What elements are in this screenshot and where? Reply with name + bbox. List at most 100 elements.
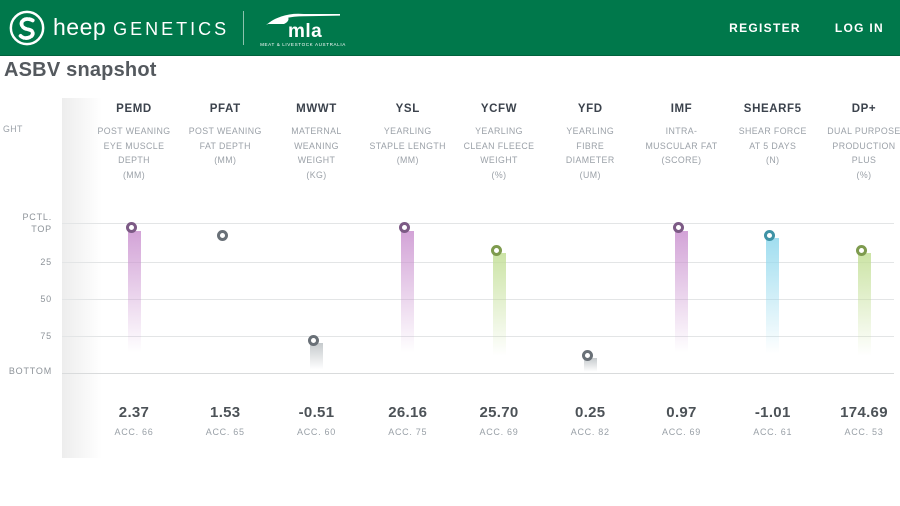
top-header-bar: heep GENETICS mla MEAT & LIVESTOCK AUSTR… xyxy=(0,0,900,56)
percentile-marker[interactable] xyxy=(399,222,411,233)
trait-accuracy: ACC. 61 xyxy=(753,427,793,437)
trait-description-line: CLEAN FLEECE xyxy=(463,140,535,151)
clipped-column-fragment: GHT xyxy=(3,124,23,134)
percentile-bar xyxy=(675,230,688,374)
trait-description: YEARLING STAPLE LENGTH (MM) xyxy=(362,124,454,168)
svg-text:mla: mla xyxy=(288,21,322,41)
trait-value: 0.97 xyxy=(666,404,697,421)
trait-description-line: DEPTH xyxy=(118,155,150,165)
axis-label-bottom: BOTTOM xyxy=(8,366,52,376)
trait-accuracy: ACC. 66 xyxy=(114,427,154,437)
percentile-bar xyxy=(492,253,506,374)
trait-value: 25.70 xyxy=(479,404,519,421)
trait-description-line: POST WEANING xyxy=(188,126,262,136)
trait-value: -0.51 xyxy=(298,404,335,421)
trait-description-line: (UM) xyxy=(579,169,601,180)
trait-description-line: (MM) xyxy=(396,155,419,165)
trait-description-line: YEARLING xyxy=(566,126,615,136)
top-navigation: REGISTER LOG IN xyxy=(729,21,900,35)
header-divider xyxy=(243,10,245,45)
percentile-bar xyxy=(127,230,141,374)
sheep-genetics-s-icon xyxy=(9,10,45,45)
axis-label-50: 50 xyxy=(40,294,52,304)
gridline xyxy=(62,299,894,300)
mla-logo[interactable]: mla MEAT & LIVESTOCK AUSTRALIA xyxy=(260,11,346,47)
trait-description-line: POST WEANING xyxy=(97,126,171,136)
mla-caption: MEAT & LIVESTOCK AUSTRALIA xyxy=(260,41,346,47)
percentile-marker[interactable] xyxy=(125,222,137,233)
trait-description-line: STAPLE LENGTH xyxy=(369,140,446,151)
gridline xyxy=(62,262,894,263)
trait-column: IMF INTRA- MUSCULAR FAT (SCORE) 0.97 ACC. … xyxy=(636,0,728,506)
trait-code: DP+ xyxy=(851,103,877,115)
percentile-marker[interactable] xyxy=(581,349,593,361)
trait-column: MWWT MATERNAL WEANING WEIGHT (KG) -0.51 ACC… xyxy=(271,0,363,506)
trait-description-line: EYE MUSCLE xyxy=(103,140,165,151)
trait-value: -1.01 xyxy=(754,404,791,421)
axis-label-top: PCTL. TOP xyxy=(22,212,52,234)
trait-accuracy: ACC. 60 xyxy=(297,427,336,437)
percentile-marker[interactable] xyxy=(308,334,319,346)
percentile-marker[interactable] xyxy=(490,244,502,256)
trait-value: 2.37 xyxy=(118,404,150,421)
percentile-marker[interactable] xyxy=(673,222,684,233)
trait-description: YEARLING FIBRE DIAMETER (UM) xyxy=(544,124,636,182)
percentile-marker[interactable] xyxy=(216,229,228,241)
trait-description-line: YEARLING xyxy=(383,126,432,136)
trait-description-line: DUAL PURPOSE xyxy=(827,126,900,136)
trait-description-line: (%) xyxy=(491,169,507,180)
trait-code: YFD xyxy=(577,103,603,115)
trait-code: SHEARF5 xyxy=(743,103,802,115)
trait-description: INTRA- MUSCULAR FAT (SCORE) xyxy=(636,124,728,168)
trait-description-line: WEIGHT xyxy=(297,155,336,165)
trait-code: PFAT xyxy=(209,103,241,115)
trait-description-line: (MM) xyxy=(122,169,146,180)
trait-description-line: WEIGHT xyxy=(480,155,518,165)
percentile-bar xyxy=(401,230,415,374)
mla-swoosh-icon: mla xyxy=(265,13,340,41)
trait-column: DP+ DUAL PURPOSE PRODUCTION PLUS (%) 174.69… xyxy=(818,0,900,506)
trait-code: MWWT xyxy=(296,103,337,115)
trait-column: PEMD POST WEANING EYE MUSCLE DEPTH (MM) 2.3… xyxy=(88,0,180,506)
trait-code: YCFW xyxy=(480,103,518,115)
trait-description-line: WEANING xyxy=(294,140,339,151)
axis-label-75: 75 xyxy=(40,331,52,341)
trait-description-line: FIBRE xyxy=(576,140,605,151)
trait-accuracy: ACC. 75 xyxy=(388,427,428,437)
trait-column: SHEARF5 SHEAR FORCE AT 5 DAYS (N) -1.01 AC… xyxy=(727,0,819,506)
trait-accuracy: ACC. 82 xyxy=(570,427,610,437)
trait-accuracy: ACC. 65 xyxy=(205,427,245,437)
trait-description-line: (MM) xyxy=(214,155,237,165)
percentile-bar xyxy=(583,358,597,374)
trait-value: 1.53 xyxy=(210,404,241,421)
login-link[interactable]: LOG IN xyxy=(834,20,884,35)
chart-left-scroll-fade xyxy=(62,98,102,458)
trait-value: 26.16 xyxy=(388,404,428,421)
trait-value: 0.25 xyxy=(575,404,606,421)
trait-description-line: PLUS xyxy=(851,155,877,165)
page-title: ASBV snapshot xyxy=(4,59,157,81)
percentile-bar xyxy=(310,343,323,374)
trait-description-line: (N) xyxy=(766,155,780,165)
trait-code: YSL xyxy=(395,103,420,115)
trait-description: POST WEANING EYE MUSCLE DEPTH (MM) xyxy=(88,124,180,182)
trait-value: 174.69 xyxy=(840,404,888,421)
trait-description-line: (%) xyxy=(856,169,872,180)
register-link[interactable]: REGISTER xyxy=(729,20,801,35)
gridline xyxy=(62,373,894,374)
gridline xyxy=(62,336,894,337)
percentile-marker[interactable] xyxy=(855,244,867,256)
sheep-genetics-wordmark: heep GENETICS xyxy=(53,14,230,40)
sheep-genetics-logo[interactable]: heep GENETICS xyxy=(0,9,229,47)
trait-description: POST WEANING FAT DEPTH (MM) xyxy=(179,124,271,168)
trait-column: YSL YEARLING STAPLE LENGTH (MM) 26.16 ACC.… xyxy=(362,0,454,506)
trait-column: YFD YEARLING FIBRE DIAMETER (UM) 0.25 ACC. … xyxy=(544,0,636,506)
percentile-marker[interactable] xyxy=(764,229,776,241)
trait-code: IMF xyxy=(670,103,693,115)
trait-description-line: DIAMETER xyxy=(565,155,615,165)
trait-description-line: MATERNAL xyxy=(291,126,342,136)
trait-description-line: (SCORE) xyxy=(661,155,702,165)
trait-description-line: AT 5 DAYS xyxy=(749,140,797,151)
trait-description: SHEAR FORCE AT 5 DAYS (N) xyxy=(727,124,819,168)
